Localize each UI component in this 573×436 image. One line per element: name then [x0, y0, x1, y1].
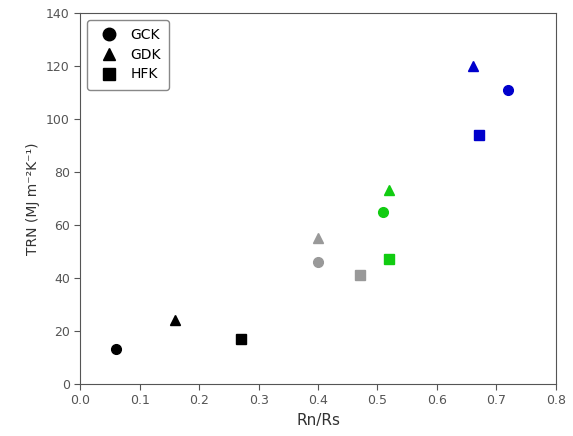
Legend: GCK, GDK, HFK: GCK, GDK, HFK — [87, 20, 169, 90]
Y-axis label: TRN (MJ m⁻²K⁻¹): TRN (MJ m⁻²K⁻¹) — [26, 142, 40, 255]
X-axis label: Rn/Rs: Rn/Rs — [296, 412, 340, 428]
